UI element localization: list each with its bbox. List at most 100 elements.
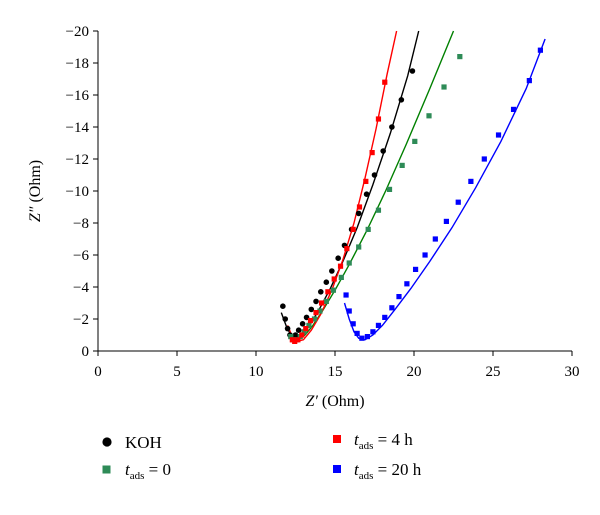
- data-point-series-3: [510, 106, 517, 112]
- data-point-series-0: [313, 298, 319, 305]
- data-point-series-1: [365, 226, 371, 232]
- x-axis-title: Z′ (Ohm): [305, 393, 364, 410]
- data-point-series-1: [412, 138, 418, 144]
- data-point-series-0: [292, 332, 299, 338]
- data-point-series-2: [356, 204, 363, 210]
- data-point-series-2: [318, 300, 325, 306]
- data-point-series-3: [389, 305, 395, 311]
- data-point-series-3: [468, 178, 474, 184]
- data-point-series-0: [363, 191, 370, 197]
- x-tick-label: 10: [249, 364, 264, 380]
- x-tick-label: 5: [173, 364, 181, 380]
- y-tick-label: −2: [73, 312, 89, 328]
- x-tick-label: 25: [486, 364, 501, 380]
- x-tick-label: 0: [94, 364, 102, 380]
- data-point-series-0: [398, 97, 405, 103]
- y-tick-label: −6: [73, 248, 89, 264]
- y-tick-label: −20: [66, 24, 89, 40]
- legend-label-tads-0: tads = 0: [125, 460, 171, 482]
- y-tick-label: −4: [73, 280, 89, 296]
- data-point-series-3: [495, 132, 502, 138]
- y-tick-label: −8: [73, 216, 89, 232]
- data-point-series-2: [375, 116, 382, 122]
- data-point-series-3: [354, 330, 360, 336]
- x-tick-label: 30: [565, 364, 580, 380]
- data-point-series-0: [409, 68, 416, 74]
- data-point-series-1: [386, 186, 393, 192]
- data-point-series-3: [432, 236, 438, 242]
- data-point-series-3: [396, 294, 402, 300]
- x-tick-label: 15: [328, 364, 343, 380]
- legend-label-koh: KOH: [125, 433, 162, 452]
- data-point-series-3: [455, 199, 461, 205]
- data-point-series-3: [422, 252, 428, 258]
- fit-curve-3: [343, 38, 546, 341]
- data-point-series-3: [359, 335, 365, 341]
- data-point-series-3: [537, 47, 543, 53]
- data-point-series-3: [443, 218, 449, 224]
- fit-curve-2: [286, 30, 398, 343]
- data-point-series-1: [356, 244, 362, 250]
- legend-marker-tads-20h: [333, 465, 341, 473]
- data-point-series-3: [382, 314, 388, 320]
- y-tick-label: −18: [66, 56, 89, 72]
- data-point-series-3: [375, 322, 382, 328]
- legend-marker-tads-0: [102, 465, 111, 474]
- data-point-series-3: [343, 292, 349, 298]
- x-tick-label: 20: [407, 364, 422, 380]
- data-point-series-0: [329, 268, 335, 274]
- data-point-series-2: [350, 226, 356, 232]
- data-point-series-0: [299, 321, 306, 327]
- y-tick-label: 0: [82, 344, 90, 360]
- data-point-series-2: [331, 276, 337, 282]
- data-point-series-3: [412, 266, 419, 272]
- data-point-series-1: [426, 113, 432, 119]
- legend: KOH tads = 0 tads = 4 h tads = 20 h: [102, 430, 422, 482]
- data-point-series-0: [308, 306, 315, 313]
- data-point-series-1: [323, 298, 329, 304]
- data-point-series-2: [303, 326, 309, 332]
- data-point-series-0: [282, 316, 289, 322]
- fit-curve-1: [288, 30, 455, 341]
- legend-label-tads-4h: tads = 4 h: [354, 430, 413, 452]
- data-point-series-3: [364, 334, 370, 340]
- data-point-series-1: [317, 308, 323, 314]
- data-point-series-3: [350, 321, 356, 327]
- legend-marker-tads-4h: [333, 435, 341, 443]
- y-tick-label: −12: [66, 152, 89, 168]
- data-point-series-2: [325, 289, 331, 295]
- data-point-series-2: [295, 337, 301, 343]
- data-point-series-0: [380, 148, 386, 154]
- data-point-series-1: [288, 334, 294, 340]
- data-point-series-1: [346, 260, 352, 266]
- data-point-series-2: [313, 310, 319, 316]
- data-point-series-1: [338, 274, 344, 280]
- data-point-series-2: [363, 178, 369, 184]
- data-point-series-1: [301, 329, 307, 335]
- data-point-series-0: [280, 303, 286, 310]
- data-points: [280, 47, 543, 344]
- data-point-series-2: [369, 150, 375, 156]
- y-tick-label: −16: [66, 88, 90, 104]
- y-axis-title: Z″ (Ohm): [27, 160, 44, 222]
- fit-curves: [280, 30, 546, 343]
- data-point-series-0: [335, 255, 341, 261]
- data-point-series-1: [457, 54, 463, 60]
- data-point-series-1: [311, 316, 318, 322]
- data-point-series-2: [337, 263, 344, 269]
- fit-curve-0: [280, 30, 420, 340]
- data-point-series-3: [481, 156, 487, 162]
- data-point-series-0: [355, 210, 362, 217]
- data-point-series-2: [307, 318, 314, 324]
- axes: [97, 31, 572, 352]
- legend-marker-koh: [102, 437, 112, 447]
- data-point-series-2: [292, 338, 298, 344]
- data-point-series-3: [404, 281, 410, 287]
- data-point-series-2: [382, 79, 388, 85]
- data-point-series-0: [295, 327, 302, 334]
- y-tick-label: −14: [66, 120, 90, 136]
- y-ticks: 0 −2 −4 −6 −8 −10 −12 −14 −16 −18 −20: [66, 24, 98, 360]
- data-point-series-2: [344, 246, 350, 252]
